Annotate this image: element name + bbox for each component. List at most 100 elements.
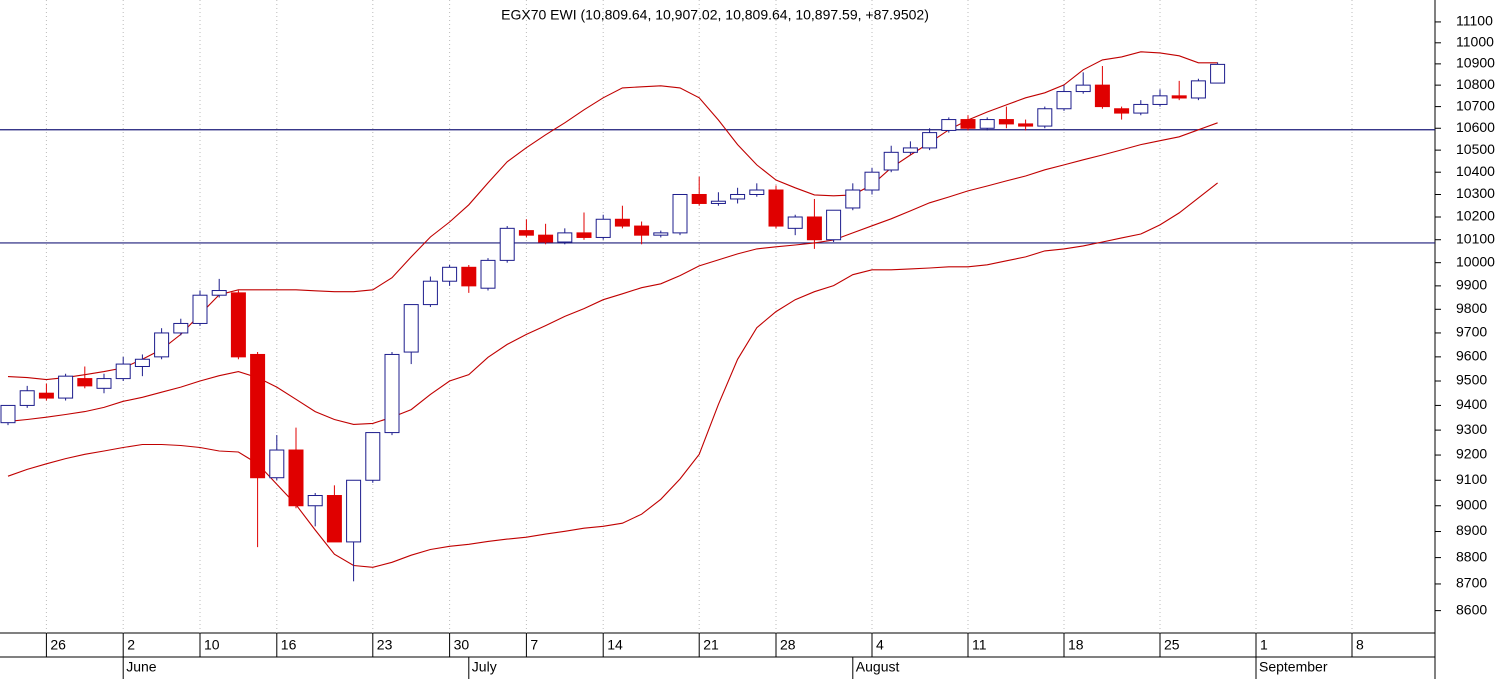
x-tick-label: 10 — [204, 637, 220, 653]
x-tick-label: 18 — [1068, 637, 1084, 653]
candle-body — [960, 119, 976, 129]
candle-body — [365, 432, 381, 481]
candle-body — [634, 225, 650, 236]
candle-body — [288, 449, 304, 507]
y-tick-label: 9800 — [1456, 300, 1487, 316]
month-label: September — [1259, 659, 1328, 675]
candle-body — [384, 353, 400, 434]
candle-body — [154, 332, 170, 358]
y-tick-label: 9400 — [1456, 396, 1487, 412]
y-tick-label: 8800 — [1456, 548, 1487, 564]
y-tick-label: 9200 — [1456, 446, 1487, 462]
y-tick-label: 10700 — [1456, 97, 1495, 113]
y-tick-label: 10800 — [1456, 76, 1495, 92]
y-tick-label: 10000 — [1456, 253, 1495, 269]
candle-body — [883, 151, 899, 171]
x-tick-label: 11 — [972, 637, 987, 653]
candle-body — [480, 259, 496, 289]
candle-body — [0, 404, 16, 424]
y-tick-label: 11000 — [1456, 34, 1494, 50]
band-line — [7, 182, 1218, 568]
candle-body — [557, 232, 573, 243]
y-tick-label: 10600 — [1456, 119, 1495, 135]
x-tick-label: 2 — [127, 637, 135, 653]
candle-body — [250, 353, 266, 479]
candle-body — [1094, 84, 1110, 108]
y-tick-label: 10400 — [1456, 163, 1495, 179]
candle-body — [922, 132, 938, 149]
x-tick-label: 4 — [876, 637, 884, 653]
candle-body — [1018, 123, 1034, 127]
y-tick-label: 10300 — [1456, 185, 1495, 201]
y-tick-label: 10500 — [1456, 141, 1495, 157]
candle-body — [941, 119, 957, 131]
y-tick-label: 9300 — [1456, 421, 1487, 437]
candle-body — [1152, 95, 1168, 105]
candle-body — [653, 232, 669, 236]
candle-body — [230, 292, 246, 358]
x-tick-label: 30 — [454, 637, 470, 653]
candle-body — [518, 230, 534, 236]
y-tick-label: 9900 — [1456, 277, 1487, 293]
x-tick-label: 8 — [1356, 637, 1364, 653]
x-tick-label: 7 — [530, 637, 538, 653]
candle-body — [38, 392, 54, 399]
candle-body — [115, 363, 131, 380]
candle-body — [614, 218, 630, 227]
candle-body — [499, 227, 515, 261]
candle-body — [403, 304, 419, 353]
y-tick-label: 9100 — [1456, 471, 1487, 487]
candle-body — [1114, 108, 1130, 114]
candle-body — [461, 266, 477, 287]
candle-body — [826, 209, 842, 241]
candle-body — [326, 495, 342, 543]
y-tick-label: 9600 — [1456, 348, 1487, 364]
x-tick-label: 25 — [1164, 637, 1180, 653]
candle-body — [902, 147, 918, 153]
candle-body — [538, 234, 554, 243]
candle-body — [768, 189, 784, 227]
candle-body — [1056, 91, 1072, 110]
candle-body — [1210, 63, 1226, 84]
candle-body — [1190, 80, 1206, 99]
x-tick-label: 1 — [1260, 637, 1268, 653]
x-tick-label: 16 — [281, 637, 297, 653]
candle-body — [998, 119, 1014, 125]
y-tick-label: 8600 — [1456, 601, 1487, 617]
band-line — [7, 51, 1218, 381]
candle-body — [691, 193, 707, 204]
candle-body — [19, 390, 35, 406]
candle-body — [134, 358, 150, 367]
y-tick-label: 9500 — [1456, 372, 1487, 388]
y-tick-label: 9700 — [1456, 324, 1487, 340]
candle-body — [269, 449, 285, 479]
y-tick-label: 8900 — [1456, 522, 1487, 538]
month-label: July — [472, 659, 497, 675]
candle-body — [1037, 108, 1053, 127]
candle-body — [730, 193, 746, 200]
x-tick-label: 28 — [780, 637, 796, 653]
month-label: June — [126, 659, 157, 675]
y-tick-label: 10100 — [1456, 230, 1495, 246]
candle-body — [1075, 84, 1091, 93]
y-tick-label: 9000 — [1456, 496, 1487, 512]
y-tick-label: 10900 — [1456, 55, 1495, 71]
candle-body — [979, 119, 995, 129]
candle-body — [173, 322, 189, 334]
candle-body — [192, 294, 208, 324]
y-tick-label: 10200 — [1456, 208, 1495, 224]
band-line — [7, 122, 1218, 425]
x-tick-label: 21 — [703, 637, 719, 653]
candle-body — [1133, 103, 1149, 114]
candle-body — [864, 171, 880, 191]
x-tick-label: 14 — [607, 637, 623, 653]
candle-body — [307, 495, 323, 507]
x-tick-label: 26 — [50, 637, 66, 653]
candle-body — [422, 280, 438, 306]
candle-body — [211, 290, 227, 296]
candle-body — [1171, 95, 1187, 99]
chart-title: EGX70 EWI (10,809.64, 10,907.02, 10,809.… — [501, 7, 929, 23]
